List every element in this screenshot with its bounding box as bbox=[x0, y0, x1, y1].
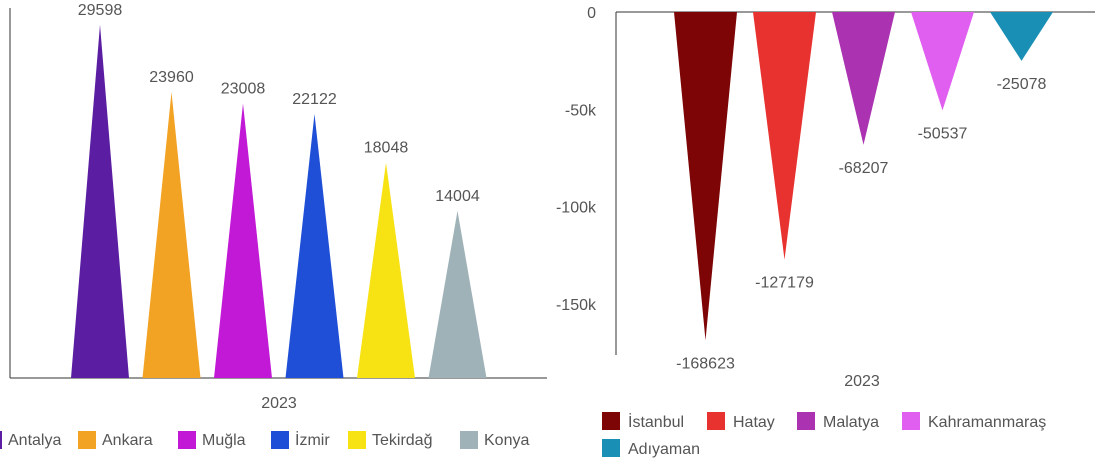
legend-item-izmir[interactable]: İzmir bbox=[271, 430, 330, 449]
bar-kahramanmaras[interactable] bbox=[911, 12, 974, 111]
legend-item-konya[interactable]: Konya bbox=[460, 431, 529, 449]
bar-hatay[interactable] bbox=[753, 12, 816, 260]
bar-istanbul[interactable] bbox=[674, 12, 737, 341]
legend-item-kahramanmaras[interactable]: Kahramanmaraş bbox=[902, 412, 1046, 431]
data-label-antalya: 29598 bbox=[78, 2, 123, 19]
bar-izmir[interactable] bbox=[285, 114, 344, 378]
legend-swatch bbox=[178, 431, 196, 449]
data-label-ankara: 23960 bbox=[149, 69, 194, 86]
legend-label: Tekirdağ bbox=[372, 432, 432, 449]
data-label-hatay: -127179 bbox=[755, 275, 814, 292]
data-label-konya: 14004 bbox=[435, 188, 480, 205]
x-category-label: 2023 bbox=[261, 395, 297, 412]
legend-label: Hatay bbox=[733, 414, 775, 431]
data-label-istanbul: -168623 bbox=[676, 355, 735, 372]
legend-swatch bbox=[902, 412, 920, 430]
data-label-izmir: 22122 bbox=[292, 91, 337, 108]
bar-mugla[interactable] bbox=[214, 103, 272, 378]
x-category-label: 2023 bbox=[844, 373, 880, 390]
bar-malatya[interactable] bbox=[832, 12, 895, 145]
left-chart: 29598 23960 23008 22122 18048 14004 2023 Antaly… bbox=[0, 2, 547, 449]
data-label-mugla: 23008 bbox=[221, 80, 266, 97]
legend-swatch bbox=[348, 431, 366, 449]
legend-item-antalya[interactable]: Antalya bbox=[0, 431, 61, 449]
bar-antalya[interactable] bbox=[71, 24, 129, 378]
data-label-tekirdag: 18048 bbox=[364, 140, 409, 157]
legend-item-adiyaman[interactable]: Adıyaman bbox=[602, 439, 700, 458]
bar-ankara[interactable] bbox=[142, 92, 201, 378]
legend-item-ankara[interactable]: Ankara bbox=[78, 431, 153, 449]
y-tick-label: -150k bbox=[556, 297, 597, 314]
legend-label: Muğla bbox=[202, 432, 246, 449]
bar-tekirdag[interactable] bbox=[357, 162, 415, 378]
legend-label: Konya bbox=[484, 432, 529, 449]
legend-item-tekirdag[interactable]: Tekirdağ bbox=[348, 431, 432, 449]
legend-swatch bbox=[460, 431, 478, 449]
legend-item-istanbul[interactable]: İstanbul bbox=[602, 412, 684, 431]
legend-item-hatay[interactable]: Hatay bbox=[707, 412, 775, 431]
right-chart: 0 -50k -100k -150k -168623 -127179 -68207 -5053… bbox=[556, 5, 1095, 458]
y-tick-label: 0 bbox=[587, 5, 596, 22]
bar-adiyaman[interactable] bbox=[990, 12, 1053, 61]
legend-label: Adıyaman bbox=[628, 441, 700, 458]
legend-label: Kahramanmaraş bbox=[928, 414, 1046, 431]
legend-item-mugla[interactable]: Muğla bbox=[178, 431, 246, 449]
legend-swatch bbox=[602, 412, 620, 430]
legend-item-malatya[interactable]: Malatya bbox=[797, 412, 879, 431]
legend-swatch bbox=[78, 431, 96, 449]
y-tick-label: -50k bbox=[565, 102, 597, 119]
legend-label: Ankara bbox=[102, 432, 153, 449]
legend-label: İstanbul bbox=[628, 412, 684, 431]
legend-label: Malatya bbox=[823, 414, 879, 431]
legend-swatch bbox=[797, 412, 815, 430]
legend-swatch bbox=[0, 431, 2, 449]
y-tick-label: -100k bbox=[556, 200, 597, 217]
data-label-kahramanmaras: -50537 bbox=[918, 125, 968, 142]
legend-swatch bbox=[707, 412, 725, 430]
legend-label: İzmir bbox=[295, 430, 330, 449]
data-label-malatya: -68207 bbox=[839, 160, 889, 177]
legend-swatch bbox=[602, 439, 620, 457]
legend-swatch bbox=[271, 431, 289, 449]
legend-label: Antalya bbox=[8, 432, 61, 449]
data-label-adiyaman: -25078 bbox=[997, 76, 1047, 93]
bar-konya[interactable] bbox=[428, 210, 487, 378]
